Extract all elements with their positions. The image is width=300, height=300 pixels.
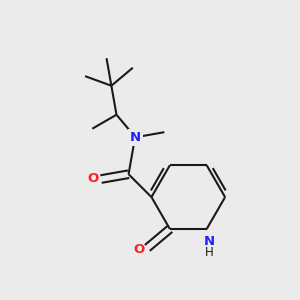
- Text: O: O: [134, 243, 145, 256]
- Text: N: N: [130, 131, 141, 144]
- Text: N: N: [203, 236, 214, 248]
- Text: N: N: [130, 131, 141, 144]
- Text: H: H: [205, 246, 213, 259]
- Text: O: O: [87, 172, 98, 185]
